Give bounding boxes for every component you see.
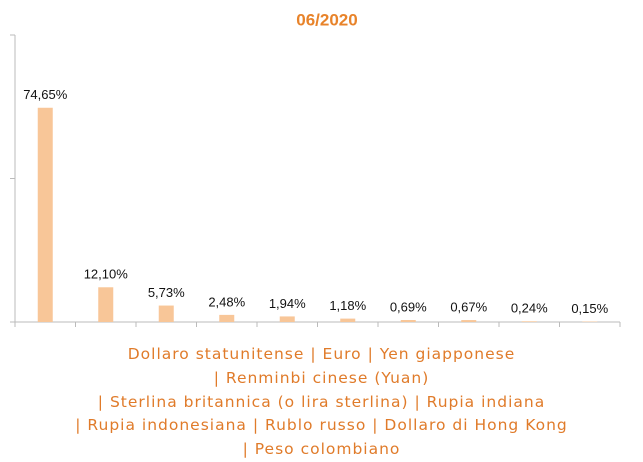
- category-label: Dollaro di Hong Kong: [384, 416, 567, 434]
- separator: |: [98, 393, 104, 411]
- category-label: Rublo russo: [265, 416, 366, 434]
- bar: [159, 306, 174, 322]
- value-label: 0,69%: [390, 299, 427, 314]
- value-label: 5,73%: [148, 285, 185, 300]
- separator: |: [253, 416, 259, 434]
- category-label: Dollaro statunitense: [128, 345, 305, 363]
- category-label: Euro: [323, 345, 362, 363]
- separator: |: [75, 416, 81, 434]
- bar: [219, 315, 234, 322]
- separator: |: [372, 416, 378, 434]
- bar: [98, 287, 113, 322]
- bar: [461, 320, 476, 322]
- value-label: 0,15%: [571, 301, 608, 316]
- value-label: 1,18%: [329, 298, 366, 313]
- bar: [401, 320, 416, 322]
- category-legend: Dollaro statunitense | Euro | Yen giappo…: [0, 343, 643, 462]
- value-label: 2,48%: [208, 294, 245, 309]
- value-label: 1,94%: [269, 296, 306, 311]
- separator: |: [414, 393, 420, 411]
- separator: |: [310, 345, 316, 363]
- category-label: Rupia indiana: [427, 393, 546, 411]
- chart: 06/2020 74,65% 12,10% 5,73% 2,48% 1,94% 1,18%…: [0, 0, 643, 340]
- bar: [522, 321, 537, 322]
- bar: [280, 316, 295, 322]
- separator: |: [214, 369, 220, 387]
- value-label: 0,24%: [511, 301, 548, 316]
- category-label: Rupia indonesiana: [87, 416, 246, 434]
- category-label: Yen giapponese: [380, 345, 515, 363]
- separator: |: [368, 345, 374, 363]
- chart-title: 06/2020: [296, 10, 357, 29]
- separator: |: [243, 440, 249, 458]
- category-label: Sterlina britannica (o lira sterlina): [110, 393, 409, 411]
- value-label: 12,10%: [84, 267, 129, 282]
- bar: [340, 319, 355, 322]
- category-label: Renminbi cinese (Yuan): [226, 369, 429, 387]
- bar: [38, 108, 53, 322]
- category-label: Peso colombiano: [255, 440, 401, 458]
- value-label: 0,67%: [450, 300, 487, 315]
- value-label: 74,65%: [23, 87, 68, 102]
